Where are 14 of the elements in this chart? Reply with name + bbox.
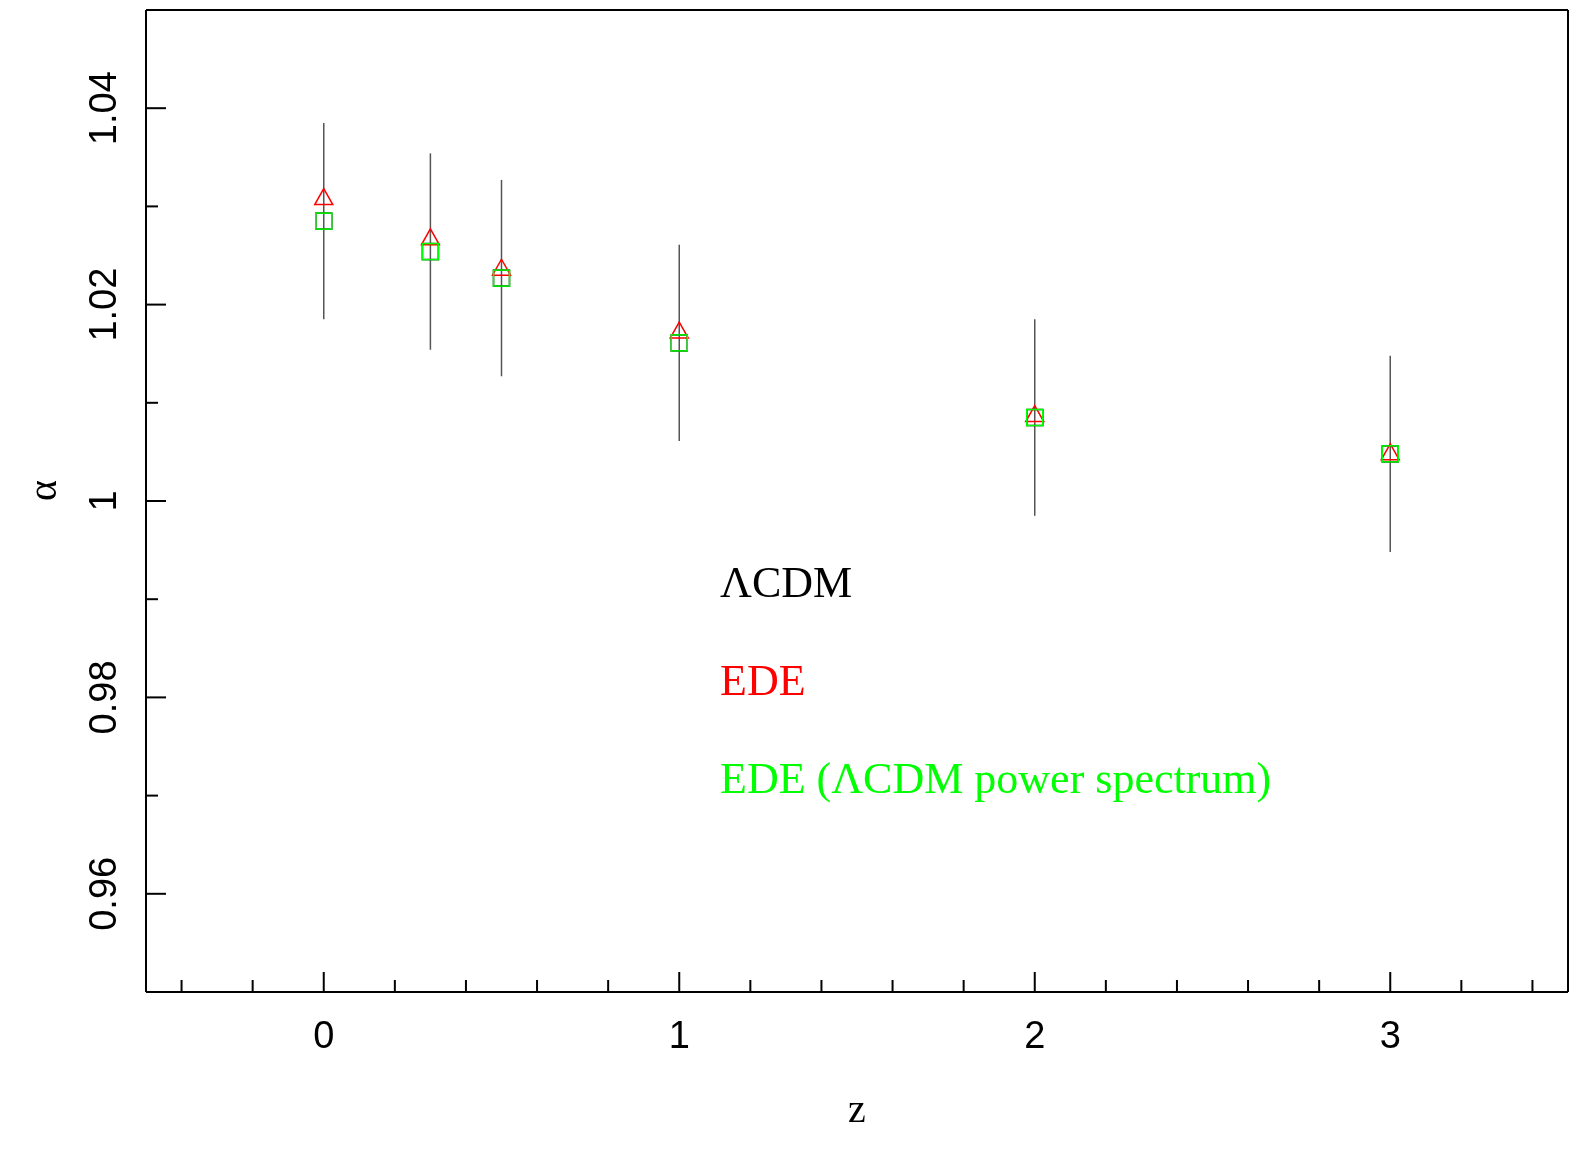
y-axis-title: α (20, 480, 66, 501)
x-tick-label: 1 (668, 1014, 690, 1056)
x-tick-label: 0 (313, 1014, 335, 1056)
y-tick-label: 0.96 (82, 856, 124, 931)
y-tick-label: 0.98 (82, 660, 124, 735)
y-tick-label: 1.02 (82, 267, 124, 342)
x-tick-label: 3 (1379, 1014, 1401, 1056)
x-axis-title: z (848, 1086, 866, 1131)
text: ΛCDM (720, 558, 854, 608)
y-tick-label: 1 (82, 490, 124, 512)
text: EDE (720, 656, 807, 706)
y-tick-label: 1.04 (82, 71, 124, 146)
x-tick-label: 2 (1024, 1014, 1046, 1056)
text: EDE (ΛCDM power spectrum) (720, 754, 1272, 804)
